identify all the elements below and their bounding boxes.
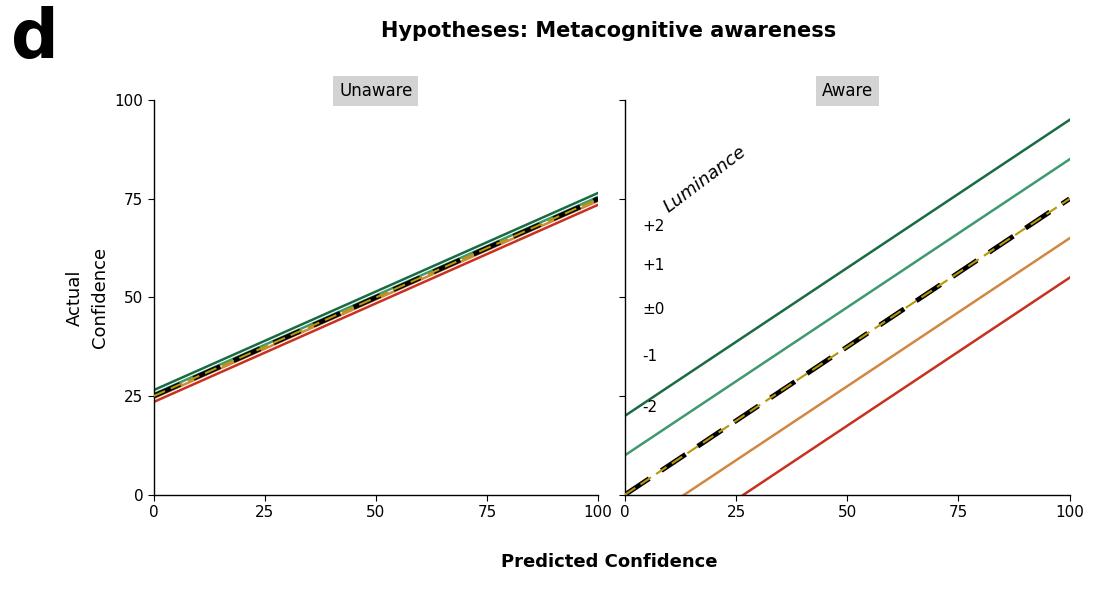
Y-axis label: Actual
Confidence: Actual Confidence xyxy=(66,247,109,348)
Text: Luminance: Luminance xyxy=(660,142,749,216)
Text: +1: +1 xyxy=(643,259,665,273)
Text: -2: -2 xyxy=(643,401,658,415)
Text: +2: +2 xyxy=(643,219,665,234)
Text: d: d xyxy=(11,6,59,72)
Title: Unaware: Unaware xyxy=(339,82,412,100)
Text: -1: -1 xyxy=(643,349,658,364)
Text: Hypotheses: Metacognitive awareness: Hypotheses: Metacognitive awareness xyxy=(382,21,836,41)
Text: Predicted Confidence: Predicted Confidence xyxy=(500,553,717,571)
Text: ±0: ±0 xyxy=(643,302,665,317)
Title: Aware: Aware xyxy=(822,82,873,100)
